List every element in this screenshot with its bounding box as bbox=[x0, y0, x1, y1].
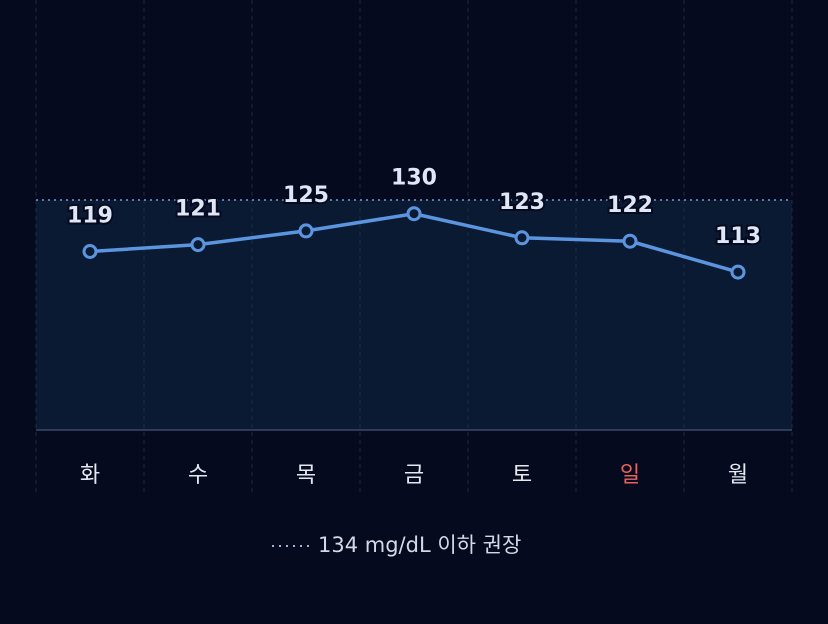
x-tick-label: 금 bbox=[404, 463, 424, 488]
point bbox=[190, 237, 206, 253]
value-label: 121 bbox=[175, 197, 221, 222]
value-label: 113 bbox=[715, 224, 761, 249]
x-tick-label: 일 bbox=[620, 463, 640, 488]
point bbox=[298, 223, 314, 239]
point bbox=[730, 264, 746, 280]
point bbox=[82, 243, 98, 259]
recommended-area bbox=[36, 200, 792, 430]
value-label: 123 bbox=[499, 190, 545, 215]
x-tick-label: 화 bbox=[80, 463, 100, 488]
x-tick-label: 수 bbox=[188, 463, 208, 488]
x-tick-label: 월 bbox=[728, 463, 748, 488]
x-tick-label: 토 bbox=[512, 463, 532, 488]
value-label: 125 bbox=[283, 183, 329, 208]
legend-label: 134 mg/dL 이하 권장 bbox=[318, 533, 521, 557]
point bbox=[514, 230, 530, 246]
value-label: 122 bbox=[607, 193, 653, 218]
value-label: 130 bbox=[391, 166, 437, 191]
value-label: 119 bbox=[67, 203, 113, 228]
point bbox=[406, 206, 422, 222]
point bbox=[622, 233, 638, 249]
x-tick-label: 목 bbox=[296, 463, 316, 488]
